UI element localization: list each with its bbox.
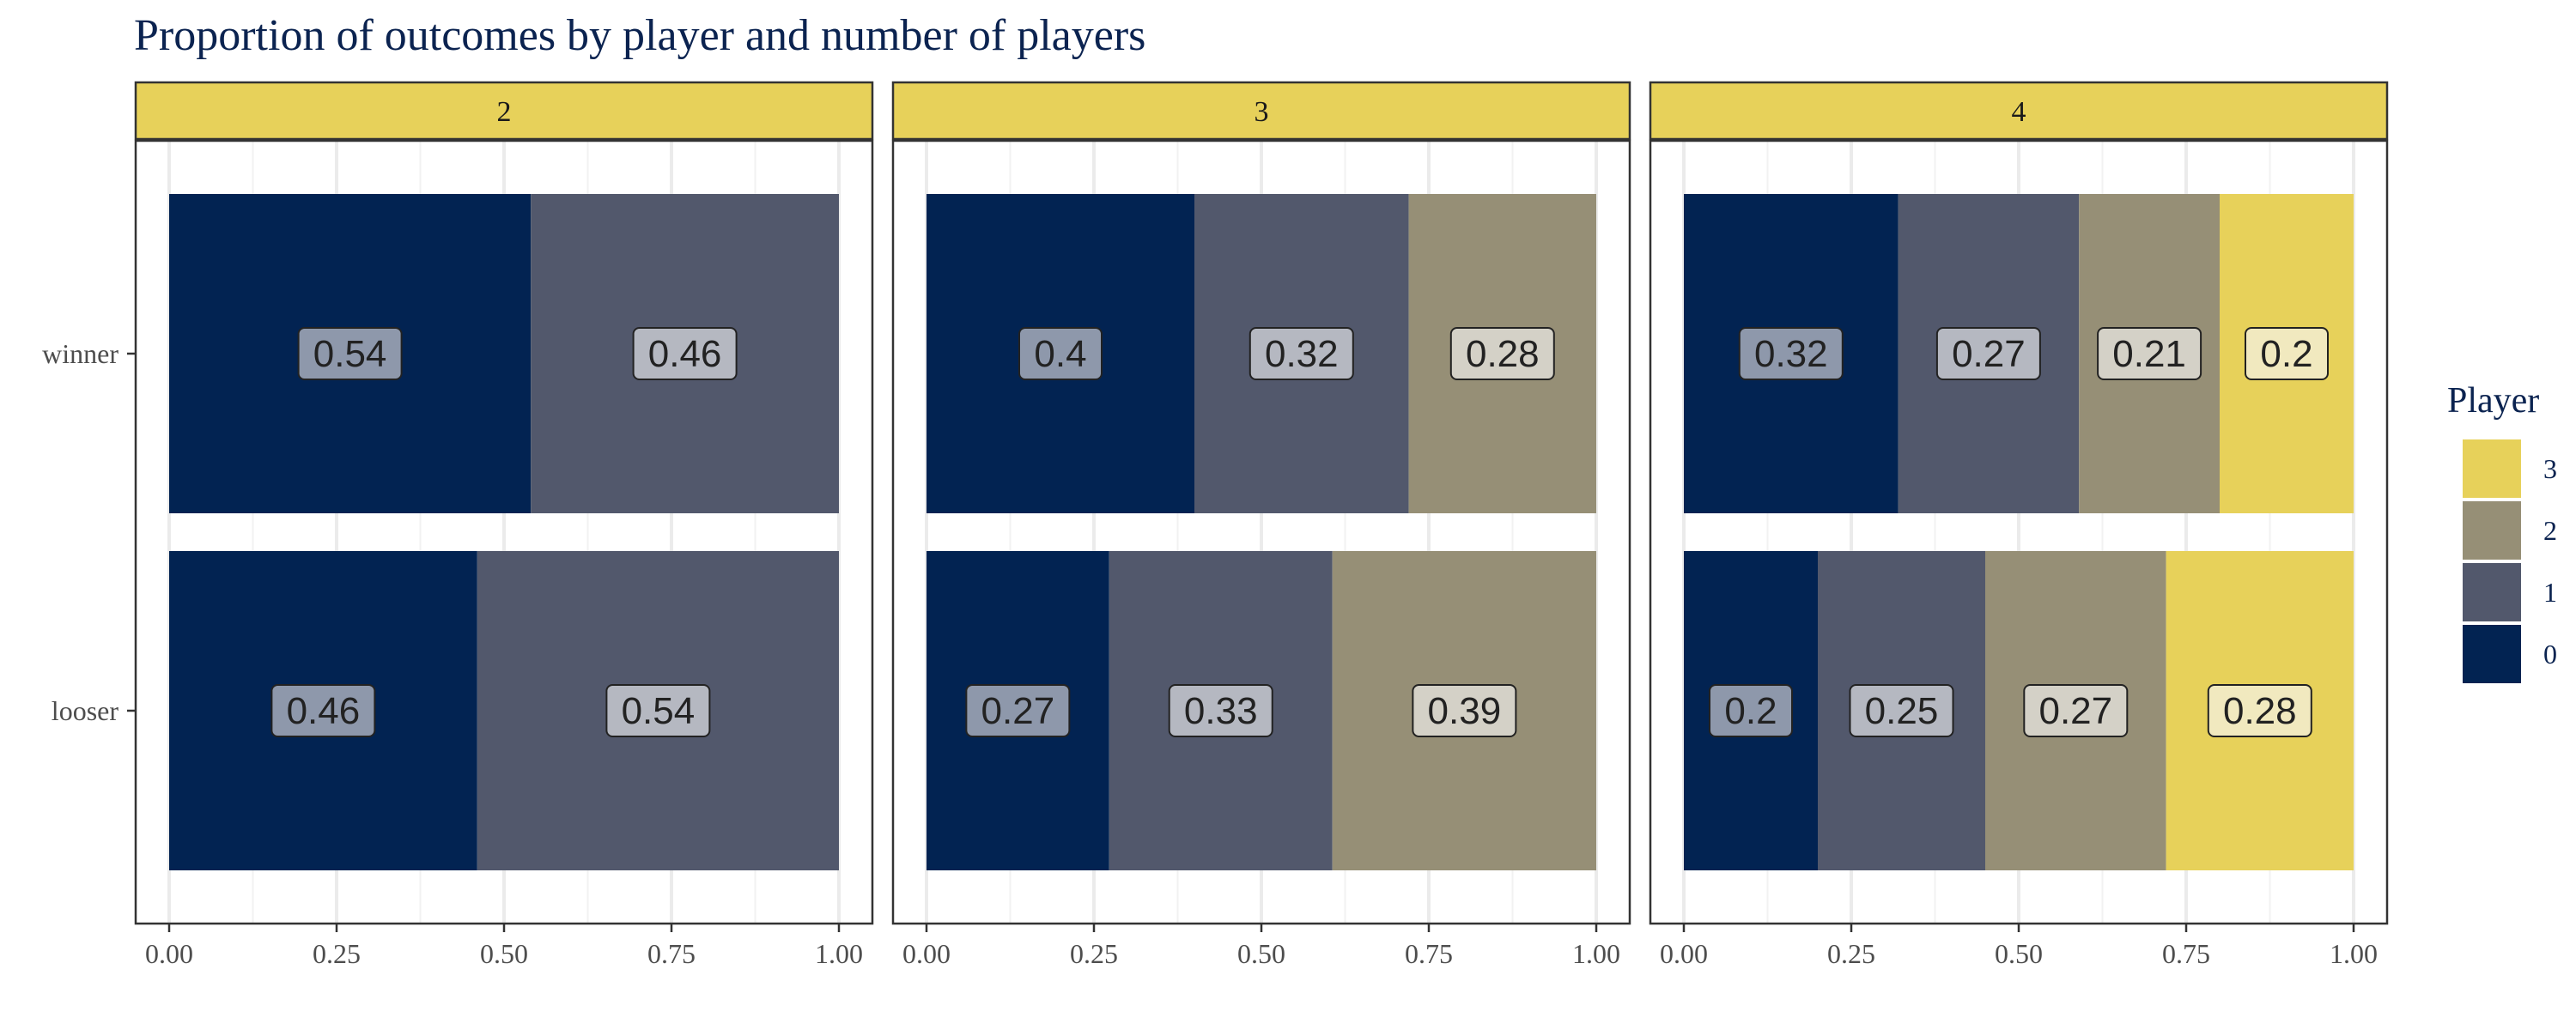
legend-key-player-1	[2463, 563, 2521, 621]
data-label: 0.46	[287, 690, 361, 732]
legend-title: Player	[2447, 381, 2539, 421]
data-label: 0.4	[1034, 333, 1086, 375]
x-tick-label: 0.00	[902, 938, 951, 969]
x-tick-label: 0.25	[1827, 938, 1875, 969]
data-label-box	[1738, 327, 1844, 380]
data-label-box	[1249, 327, 1354, 380]
x-tick-label: 0.50	[1237, 938, 1285, 969]
facet-strip-label: 3	[1255, 96, 1269, 128]
data-label-box	[297, 327, 403, 380]
x-tick-label: 0.75	[2162, 938, 2210, 969]
x-tick-label: 0.25	[313, 938, 361, 969]
data-label-box	[1018, 327, 1103, 380]
y-tick-label-winner: winner	[42, 338, 118, 369]
data-label-box	[270, 684, 376, 737]
data-label: 0.21	[2112, 333, 2186, 375]
data-label: 0.28	[2223, 690, 2297, 732]
x-axis: 0.00 0.25 0.50 0.75 1.00	[902, 924, 1620, 969]
facet-strip	[1649, 81, 2389, 141]
data-label-box	[2207, 684, 2312, 737]
legend-key-player-0	[2463, 625, 2521, 683]
facet-strip-label: 4	[2012, 96, 2026, 128]
legend-label-player-0: 0	[2543, 639, 2557, 670]
data-label: 0.2	[1724, 690, 1777, 732]
chart-title: Proportion of outcomes by player and num…	[134, 11, 1145, 60]
x-tick-label: 1.00	[1572, 938, 1620, 969]
x-tick-label: 0.50	[1995, 938, 2043, 969]
data-label: 0.27	[1952, 333, 2026, 375]
x-tick-label: 0.75	[1405, 938, 1453, 969]
data-label: 0.32	[1754, 333, 1828, 375]
data-label-box	[1849, 684, 1954, 737]
legend-label-player-1: 1	[2543, 577, 2557, 608]
facet-panel-2: 0.54 0.46 0.46 0.54 2 0.00 0.25 0.50 0.75 1.00	[134, 81, 874, 969]
data-label: 0.27	[981, 690, 1055, 732]
y-tick-label-looser: looser	[52, 695, 119, 726]
x-axis: 0.00 0.25 0.50 0.75 1.00	[145, 924, 863, 969]
data-label-box	[1168, 684, 1273, 737]
data-label-box	[605, 684, 711, 737]
x-tick-label: 1.00	[2330, 938, 2378, 969]
data-label-box	[2245, 327, 2329, 380]
data-label-box	[1412, 684, 1517, 737]
facet-panel-3: 0.4 0.32 0.28 0.27 0.33 0.39 3 0.00 0.25 0.50 0.75…	[891, 81, 1631, 969]
x-tick-label: 1.00	[815, 938, 863, 969]
data-label-box	[1449, 327, 1555, 380]
data-label: 0.46	[648, 333, 722, 375]
data-label: 0.54	[313, 333, 387, 375]
legend-label-player-3: 3	[2543, 453, 2557, 484]
facet-strip	[134, 81, 874, 141]
data-label: 0.2	[2260, 333, 2312, 375]
data-label: 0.54	[622, 690, 696, 732]
data-label: 0.39	[1428, 690, 1502, 732]
facet-strip	[891, 81, 1631, 141]
legend-label-player-2: 2	[2543, 515, 2557, 546]
legend-key-player-2	[2463, 501, 2521, 560]
data-label: 0.28	[1466, 333, 1540, 375]
data-label-box	[2097, 327, 2202, 380]
data-label: 0.32	[1265, 333, 1339, 375]
x-tick-label: 0.25	[1070, 938, 1118, 969]
data-label-box	[2023, 684, 2129, 737]
legend: Player 3 2 1 0	[2447, 381, 2557, 683]
data-label-box	[1709, 684, 1793, 737]
data-label-box	[1935, 327, 2041, 380]
y-axis: winner looser	[42, 338, 136, 726]
x-axis: 0.00 0.25 0.50 0.75 1.00	[1660, 924, 2378, 969]
x-tick-label: 0.75	[647, 938, 696, 969]
data-label: 0.27	[2038, 690, 2112, 732]
x-tick-label: 0.00	[145, 938, 193, 969]
x-tick-label: 0.50	[480, 938, 528, 969]
facet-strip-label: 2	[497, 96, 512, 128]
data-label-box	[632, 327, 738, 380]
legend-key-player-3	[2463, 439, 2521, 498]
data-label: 0.33	[1184, 690, 1258, 732]
data-label: 0.25	[1865, 690, 1939, 732]
x-tick-label: 0.00	[1660, 938, 1708, 969]
data-label-box	[965, 684, 1071, 737]
